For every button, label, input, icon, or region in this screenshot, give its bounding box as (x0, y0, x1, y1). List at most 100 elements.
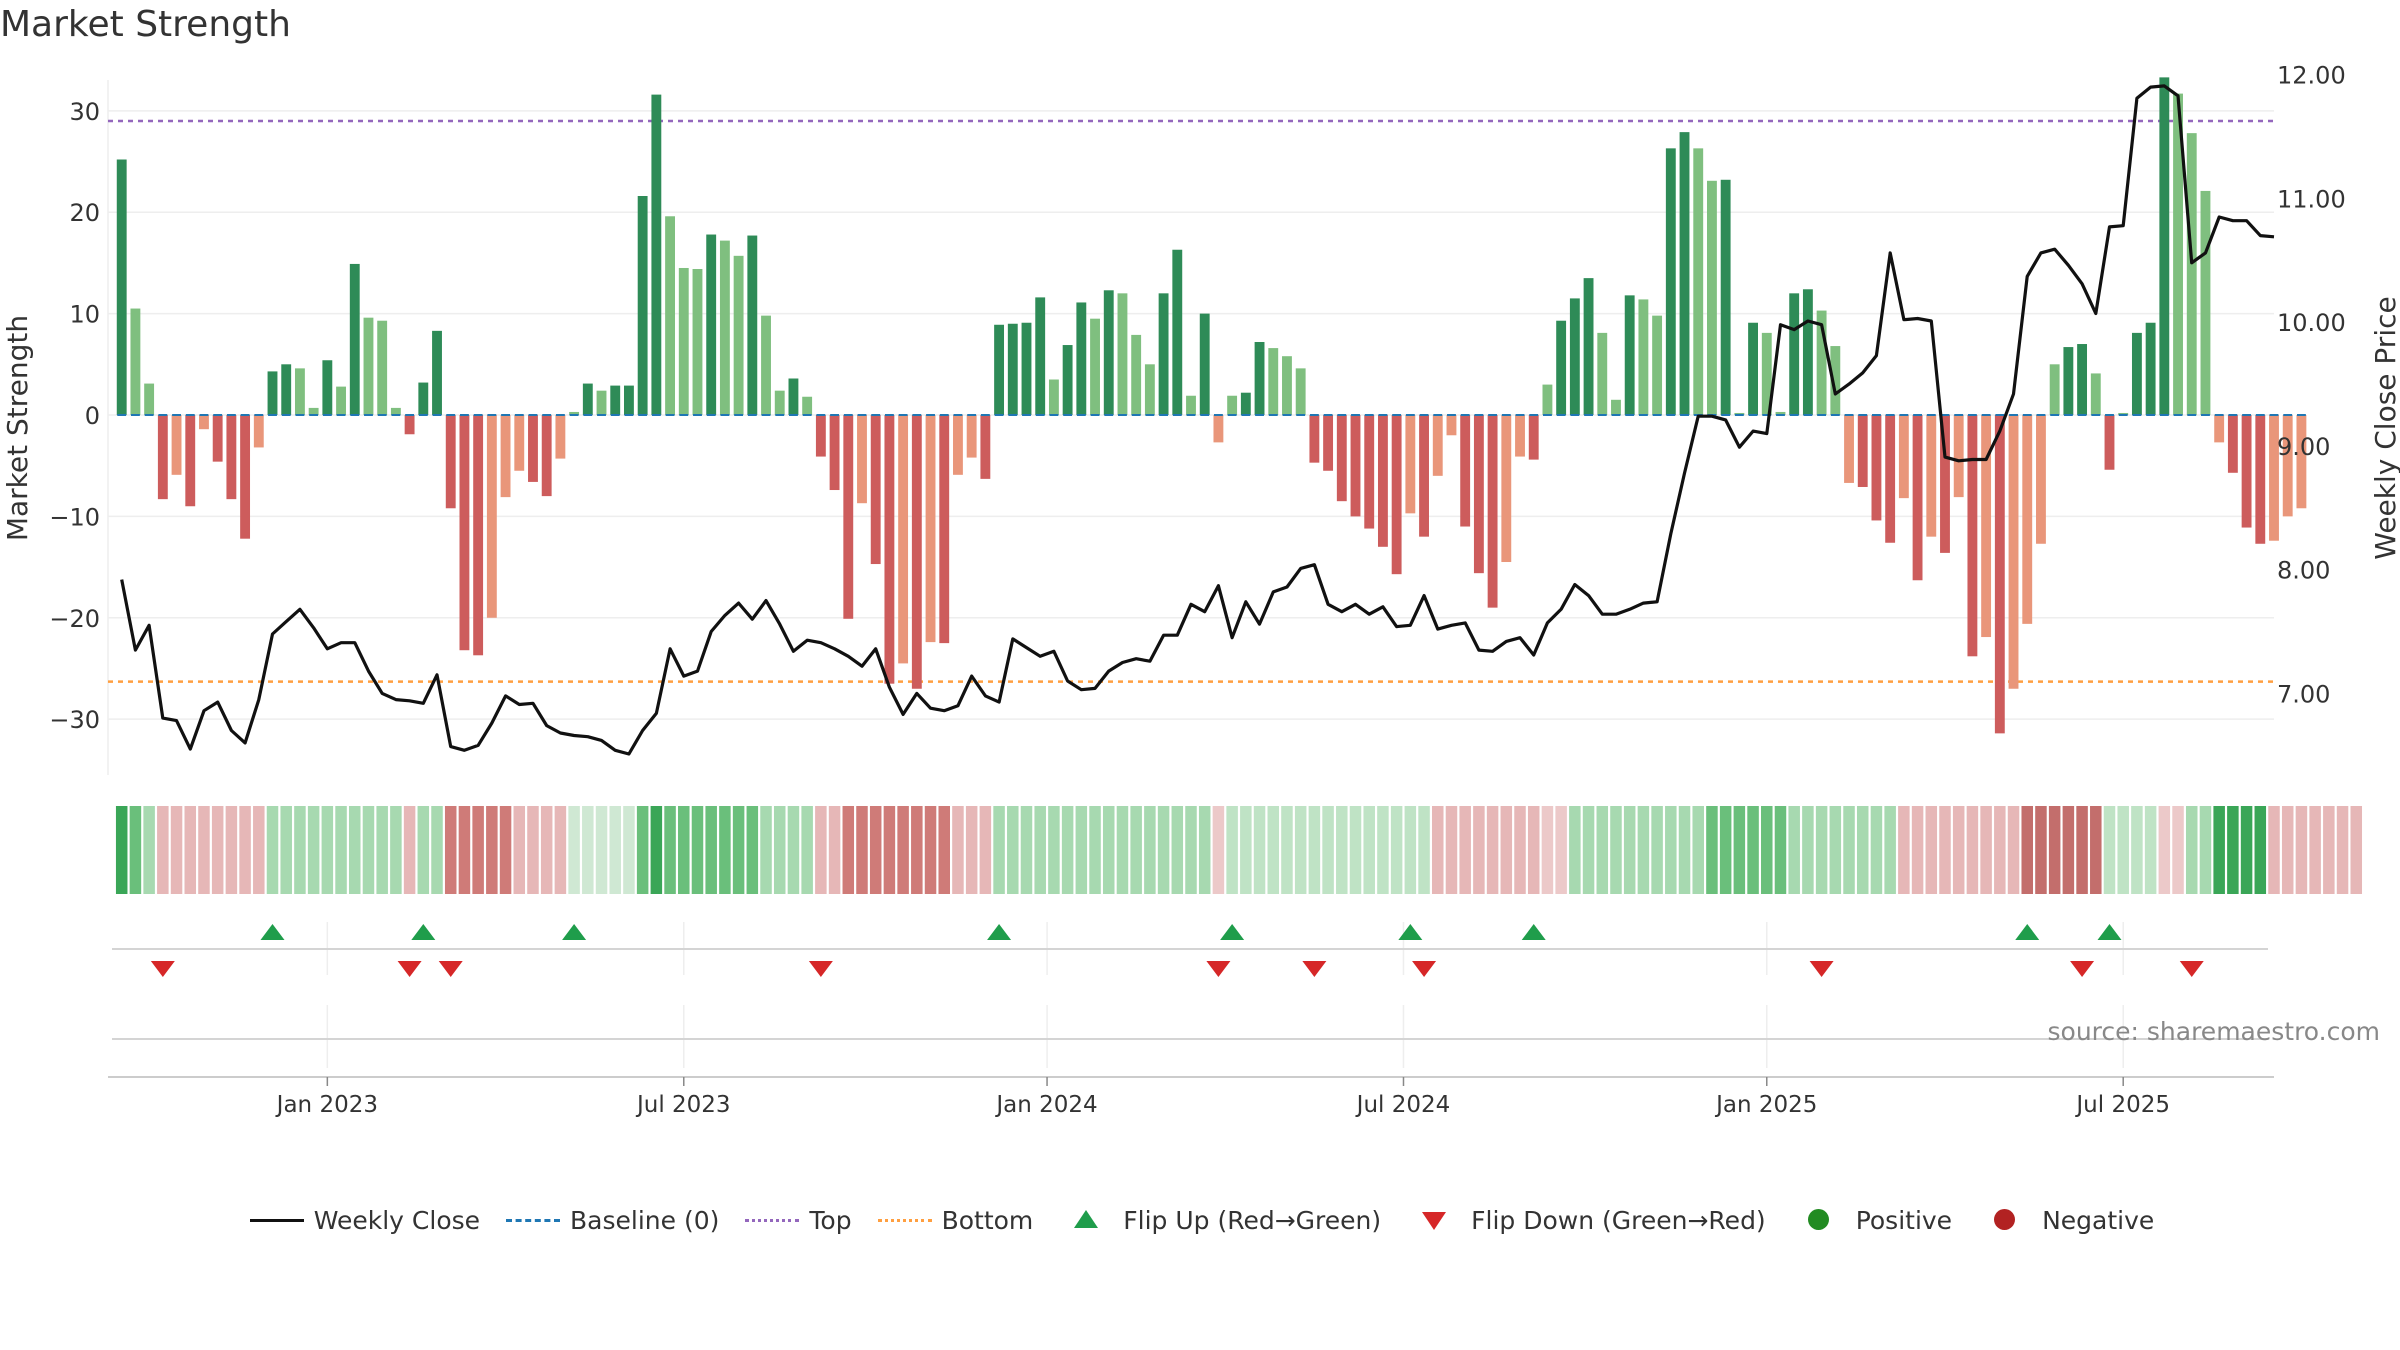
x-tick-label: Jul 2025 (2074, 1092, 2170, 1118)
strength-bar (1569, 298, 1580, 415)
strength-bar (1967, 415, 1978, 657)
regime-cell (1843, 806, 1855, 894)
strength-bar (843, 415, 854, 619)
strength-bar (2118, 412, 2129, 415)
legend-weekly-close: Weekly Close (246, 1205, 480, 1235)
strength-bar (1309, 415, 1320, 463)
legend-top: Top (741, 1205, 852, 1235)
legend-flip-up: Flip Up (Red→Green) (1055, 1205, 1381, 1235)
strength-bar (1199, 313, 1210, 415)
strength-bar (1377, 415, 1388, 547)
regime-cell (1459, 806, 1471, 894)
regime-cell (1706, 806, 1718, 894)
regime-cell (869, 806, 882, 894)
regime-cell (198, 806, 210, 894)
strength-bar (1789, 293, 1800, 415)
flip-up-marker (411, 924, 436, 940)
strength-bar (1734, 412, 1745, 415)
regime-cell (1582, 806, 1595, 894)
strength-bar (966, 415, 977, 458)
strength-bar (1583, 278, 1594, 415)
strength-bar (1158, 293, 1169, 415)
flip-down-marker (150, 961, 175, 977)
strength-bar (829, 415, 840, 491)
strength-bar (1857, 415, 1868, 487)
y-tick-label-right: 10.00 (2277, 309, 2346, 337)
regime-cell (1911, 806, 1924, 894)
strength-bar (2008, 415, 2019, 689)
strength-bar (1254, 342, 1265, 415)
strength-bar (144, 383, 155, 415)
regime-cell (1692, 806, 1704, 894)
flip-down-marker (1412, 961, 1437, 977)
regime-cell (1637, 806, 1650, 894)
regime-cell (595, 806, 608, 894)
regime-cell (582, 806, 594, 894)
regime-cell (444, 806, 457, 894)
regime-cell (143, 806, 155, 894)
strength-bar (486, 415, 497, 618)
regime-cell (1116, 806, 1129, 894)
regime-cell (403, 806, 416, 894)
strength-bar (1871, 415, 1882, 521)
regime-cell (1527, 806, 1540, 894)
weekly-close-series (120, 84, 2275, 756)
flip-down-marker (1302, 961, 1327, 977)
strength-bar (445, 415, 456, 509)
regime-cell (294, 806, 306, 894)
strength-bar (1446, 415, 1457, 436)
strength-bar (199, 415, 209, 430)
y-tick-label-right: 11.00 (2277, 185, 2346, 213)
strength-bar (322, 360, 333, 415)
regime-cell (1856, 806, 1869, 894)
flip-up-marker (260, 924, 285, 940)
strength-bar (1035, 297, 1046, 415)
regime-cell (938, 806, 950, 894)
strength-bar (1419, 415, 1429, 537)
strength-bar (555, 415, 566, 459)
strength-bar (2036, 415, 2046, 544)
regime-cell (335, 806, 347, 894)
regime-cell (1514, 806, 1526, 894)
strength-bars (116, 77, 2307, 734)
regime-cell (1281, 806, 1293, 894)
strength-bar (2296, 415, 2307, 509)
strength-bar (706, 234, 717, 415)
regime-cell (1733, 806, 1746, 894)
regime-cell (2309, 806, 2321, 894)
strength-bar (1048, 379, 1059, 415)
regime-cell (842, 806, 855, 894)
regime-cell (1569, 806, 1581, 894)
strength-bar (815, 415, 826, 457)
strength-bar (1748, 322, 1758, 415)
x-axis: Jan 2023 Jul 2023 Jan 2024 Jul 2024 Jan 2025… (108, 1076, 2274, 1118)
regime-cell (157, 806, 169, 894)
regime-cell (732, 806, 745, 894)
regime-cell (1007, 806, 1019, 894)
regime-cell (2131, 806, 2143, 894)
strength-bar (719, 240, 730, 415)
strength-bar (1693, 148, 1704, 415)
regime-cell (1308, 806, 1321, 894)
regime-cell (1829, 806, 1842, 894)
strength-bar (1679, 132, 1690, 415)
regime-cell (787, 806, 800, 894)
regime-cell (499, 806, 512, 894)
strength-bar (514, 415, 525, 471)
strength-bar (1830, 346, 1841, 415)
bottom-swatch (874, 1205, 936, 1235)
strength-bar (459, 415, 470, 651)
strength-bar (2173, 93, 2183, 415)
regime-cell (2021, 806, 2033, 894)
strength-bar (1802, 289, 1813, 415)
strength-bar (1652, 315, 1663, 415)
regime-cell (636, 806, 649, 894)
strength-bar (1103, 290, 1114, 415)
strength-bar (1131, 334, 1142, 415)
regime-cell (2117, 806, 2129, 894)
strength-bar (651, 94, 662, 415)
strength-bar (1323, 415, 1334, 471)
regime-cell (760, 806, 772, 894)
regime-cell (911, 806, 923, 894)
